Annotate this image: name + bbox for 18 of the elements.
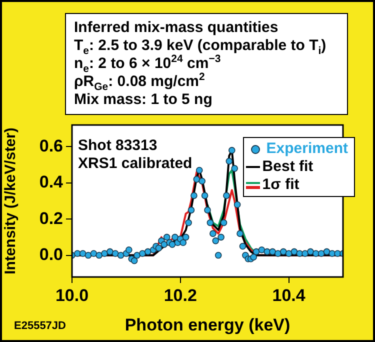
x-axis-title: Photon energy (keV) [124, 315, 290, 334]
text: Mix mass: 1 to 5 ng [74, 91, 214, 109]
chart-title: Inferred mix-mass quantities [74, 19, 280, 37]
x-tick-label: 10.0 [55, 286, 89, 305]
y-tick-label: 0.2 [39, 208, 63, 228]
series-label: 1σ fit [262, 176, 300, 193]
x-tick-label: 10.4 [272, 286, 306, 305]
y-axis-title: Intensity (J/keV/ster) [2, 128, 20, 274]
legend-label: Best fit [262, 158, 314, 175]
x-tick-label: 10.2 [164, 286, 197, 305]
legend-label: Experiment [266, 140, 348, 157]
y-tick-label: 0.0 [39, 244, 63, 264]
text: ρR$_{Ge}$: 0.08 mg/cm$^{2}$ [74, 71, 206, 93]
annotation: Shot 83313 [78, 137, 158, 155]
annotation: XRS1 calibrated [78, 155, 192, 173]
text: E25557JD [14, 320, 66, 332]
y-tick-label: 0.4 [39, 172, 64, 192]
y-tick-label: 0.6 [39, 136, 63, 156]
